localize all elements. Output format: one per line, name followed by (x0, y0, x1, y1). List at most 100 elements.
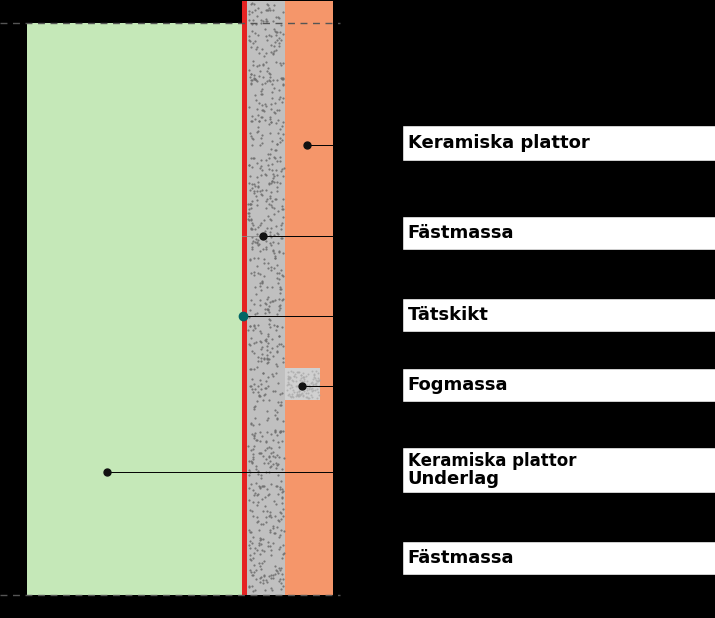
Point (274, 532, 285, 542)
Point (260, 383, 271, 392)
Point (272, 451, 283, 460)
Point (252, 467, 264, 476)
Point (306, 392, 317, 402)
Point (272, 269, 283, 279)
Point (244, 543, 255, 553)
Point (272, 206, 284, 216)
Point (271, 177, 282, 187)
Point (307, 379, 319, 389)
Point (243, 470, 255, 480)
Point (251, 104, 262, 114)
Point (251, 545, 262, 555)
Point (249, 237, 260, 247)
Point (284, 379, 295, 389)
Point (252, 177, 264, 187)
Point (261, 300, 272, 310)
Point (245, 551, 256, 561)
Point (244, 127, 255, 137)
Point (267, 93, 278, 103)
Point (263, 199, 275, 209)
Point (250, 565, 262, 575)
Point (312, 376, 323, 386)
Point (248, 379, 260, 389)
Point (313, 381, 325, 391)
Point (247, 449, 259, 459)
Point (274, 301, 285, 311)
Point (313, 375, 325, 385)
Point (261, 5, 272, 15)
Point (267, 522, 279, 531)
Point (254, 116, 265, 126)
Point (270, 118, 282, 128)
Point (256, 219, 267, 229)
Point (297, 391, 309, 401)
Point (249, 402, 260, 412)
Point (249, 567, 260, 577)
Point (245, 554, 257, 564)
Point (264, 315, 275, 325)
Point (270, 452, 281, 462)
Text: Keramiska plattor: Keramiska plattor (408, 133, 589, 152)
Point (267, 570, 279, 580)
Point (268, 177, 280, 187)
Point (255, 519, 267, 528)
Point (252, 235, 264, 245)
Point (265, 479, 277, 489)
Point (245, 72, 256, 82)
Point (254, 186, 265, 196)
Point (256, 190, 267, 200)
Point (262, 16, 273, 26)
Point (269, 41, 280, 51)
Point (255, 18, 267, 28)
Point (246, 506, 257, 515)
Point (263, 315, 275, 324)
Point (265, 117, 277, 127)
Point (267, 48, 279, 58)
Point (245, 214, 257, 224)
Point (260, 99, 271, 109)
Point (245, 295, 257, 305)
Point (255, 286, 267, 295)
Point (263, 30, 275, 40)
Point (265, 262, 277, 272)
Point (254, 164, 265, 174)
Point (273, 247, 285, 256)
Point (276, 74, 287, 83)
Point (257, 59, 269, 69)
Point (252, 469, 263, 479)
Point (255, 295, 266, 305)
Point (247, 38, 258, 48)
Point (248, 0, 260, 9)
Point (258, 458, 270, 468)
Point (259, 354, 270, 364)
Point (255, 534, 266, 544)
Point (295, 376, 306, 386)
Point (252, 2, 264, 12)
Point (275, 484, 286, 494)
Point (256, 133, 267, 143)
Point (246, 42, 257, 52)
Point (245, 527, 256, 536)
Point (273, 41, 285, 51)
Point (261, 156, 272, 166)
Point (267, 137, 278, 146)
Point (262, 194, 273, 204)
Point (282, 379, 294, 389)
Point (298, 375, 310, 384)
Point (259, 585, 270, 595)
Point (255, 561, 266, 571)
Point (275, 289, 286, 298)
Point (252, 387, 264, 397)
Point (250, 478, 262, 488)
Point (269, 405, 280, 415)
Point (247, 7, 258, 17)
Point (252, 352, 264, 362)
Point (265, 143, 277, 153)
Point (274, 274, 285, 284)
Point (265, 527, 276, 536)
Point (271, 414, 282, 424)
Point (275, 224, 287, 234)
Point (307, 385, 319, 395)
Point (248, 299, 260, 309)
Point (245, 567, 257, 577)
